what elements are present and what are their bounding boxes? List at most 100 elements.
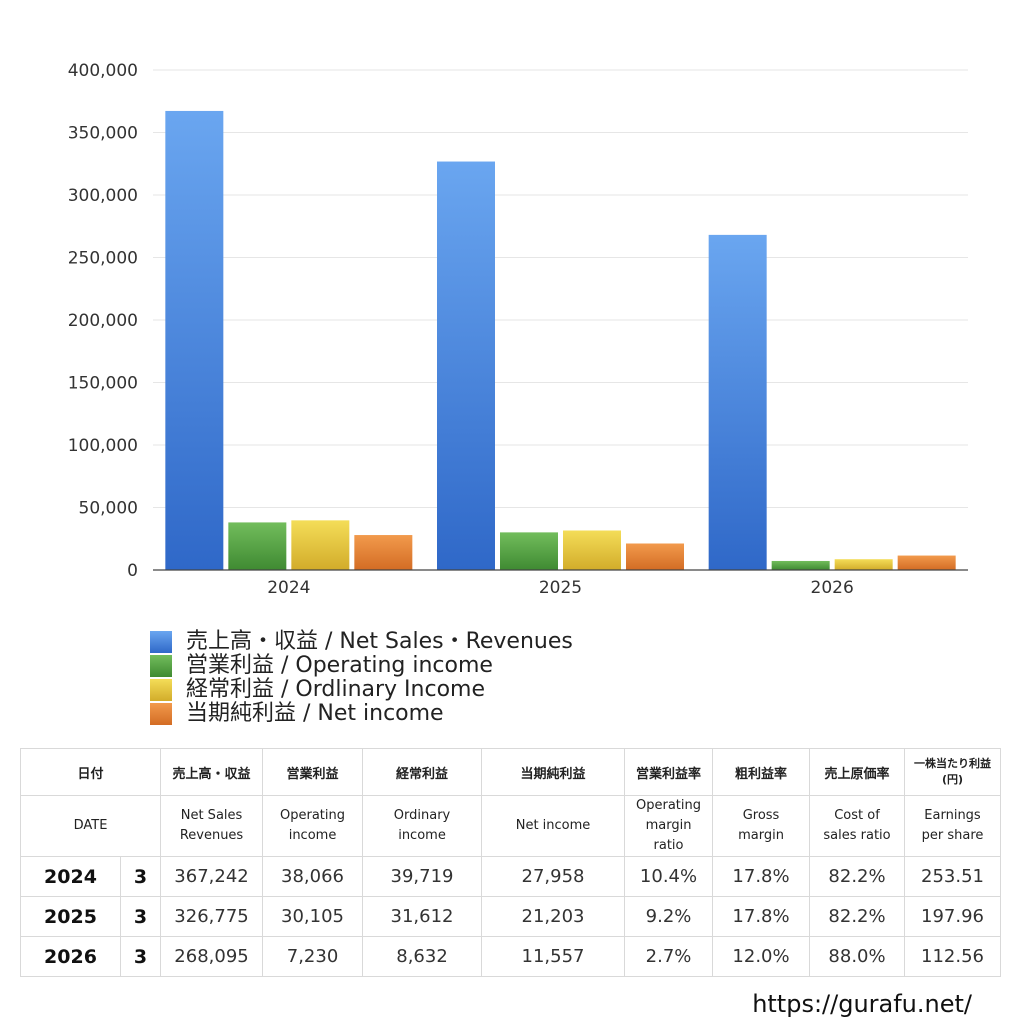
x-axis-ticks: 2024 2025 2026 bbox=[267, 578, 854, 598]
bar-net-sales-2024 bbox=[165, 110, 224, 570]
bar-net-income-2025 bbox=[626, 543, 684, 570]
bar-operating-income-2025 bbox=[500, 532, 558, 570]
row-year: 2026 bbox=[20, 936, 121, 977]
header-op-margin-en-2: margin bbox=[645, 818, 692, 833]
cell-gross: 17.8% bbox=[712, 896, 811, 937]
legend-label-net-income: 当期純利益 / Net income bbox=[186, 701, 444, 726]
legend-label-net-sales: 売上高・収益 / Net Sales・Revenues bbox=[186, 629, 573, 654]
legend-swatch-operating-income bbox=[150, 655, 172, 677]
y-tick-label: 250,000 bbox=[68, 249, 138, 269]
bar-operating-income-2024 bbox=[228, 522, 287, 570]
header-gross-en-1: Gross bbox=[742, 808, 780, 823]
header-eps-jp-line1: 一株当たり利益 bbox=[914, 757, 992, 770]
y-tick-label: 50,000 bbox=[79, 499, 138, 519]
cell-net: 27,958 bbox=[481, 856, 626, 897]
site-url[interactable]: https://gurafu.net/ bbox=[752, 990, 972, 1018]
y-axis-ticks: 0 50,000 100,000 150,000 200,000 250,000 300,0… bbox=[68, 61, 138, 581]
bar-net-sales-2026 bbox=[708, 234, 767, 570]
legend-item-net-income: 当期純利益 / Net income bbox=[150, 702, 573, 726]
bar-net-income-2024 bbox=[354, 535, 413, 570]
cell-sales: 367,242 bbox=[160, 856, 264, 897]
table-row: 2024 3 367,242 38,066 39,719 27,958 10.4… bbox=[20, 856, 1002, 897]
header-date-en: DATE bbox=[19, 795, 162, 857]
header-op-margin-en-1: Operating bbox=[636, 798, 702, 813]
cell-eps: 197.96 bbox=[904, 896, 1002, 937]
bar-net-sales-2025 bbox=[437, 161, 495, 570]
header-operating-en: Operating income bbox=[262, 795, 364, 857]
header-op-margin-en: Operating margin ratio bbox=[624, 795, 714, 857]
header-eps-jp-line2: (円) bbox=[941, 773, 964, 786]
row-month: 3 bbox=[119, 936, 162, 977]
cell-sales: 326,775 bbox=[160, 896, 264, 937]
cell-ordinary: 8,632 bbox=[362, 936, 483, 977]
header-operating-en-2: income bbox=[288, 828, 337, 843]
header-eps-jp: 一株当たり利益 (円) bbox=[904, 748, 1002, 796]
header-cost-ratio-en-1: Cost of bbox=[834, 808, 880, 823]
bar-operating-income-2026 bbox=[771, 560, 830, 570]
bar-ordinary-income-2025 bbox=[563, 530, 621, 570]
x-tick-label: 2024 bbox=[267, 578, 310, 598]
header-ordinary-en-2: income bbox=[398, 828, 446, 843]
cell-operating: 38,066 bbox=[262, 856, 364, 897]
bar-ordinary-income-2024 bbox=[291, 520, 350, 570]
header-sales-en-2: Revenues bbox=[179, 828, 244, 843]
header-cost-ratio-en: Cost of sales ratio bbox=[809, 795, 906, 857]
y-tick-label: 350,000 bbox=[68, 124, 138, 144]
gridlines bbox=[153, 69, 968, 508]
bar-chart: 0 50,000 100,000 150,000 200,000 250,000 300,0… bbox=[68, 61, 968, 598]
legend-swatch-net-sales bbox=[150, 631, 172, 653]
cell-op-margin: 10.4% bbox=[624, 856, 714, 897]
financial-table: 日付 売上高・収益 営業利益 経常利益 当期純利益 営業利益率 粗利益率 売上原… bbox=[19, 748, 1002, 977]
cell-net: 11,557 bbox=[481, 936, 626, 977]
legend-item-ordinary-income: 経常利益 / Ordlinary Income bbox=[150, 678, 573, 702]
header-operating-jp: 営業利益 bbox=[262, 748, 364, 796]
header-op-margin-en-3: ratio bbox=[653, 838, 684, 853]
cell-cost-ratio: 82.2% bbox=[809, 856, 906, 897]
y-tick-label: 0 bbox=[127, 561, 138, 581]
header-ordinary-jp: 経常利益 bbox=[362, 748, 483, 796]
header-op-margin-jp: 営業利益率 bbox=[624, 748, 714, 796]
row-year: 2024 bbox=[20, 856, 121, 897]
bar-net-income-2026 bbox=[897, 555, 956, 570]
header-gross-jp: 粗利益率 bbox=[712, 748, 811, 796]
row-month: 3 bbox=[119, 896, 162, 937]
cell-net: 21,203 bbox=[481, 896, 626, 937]
header-eps-en: Earnings per share bbox=[904, 795, 1002, 857]
header-cost-ratio-jp: 売上原価率 bbox=[809, 748, 906, 796]
legend-label-operating-income: 営業利益 / Operating income bbox=[186, 653, 493, 678]
header-eps-en-2: per share bbox=[921, 828, 984, 843]
cell-gross: 17.8% bbox=[712, 856, 811, 897]
cell-eps: 112.56 bbox=[904, 936, 1002, 977]
y-tick-label: 100,000 bbox=[68, 436, 138, 456]
y-tick-label: 200,000 bbox=[68, 311, 138, 331]
cell-cost-ratio: 88.0% bbox=[809, 936, 906, 977]
bars bbox=[165, 110, 956, 570]
header-gross-en-2: margin bbox=[738, 828, 784, 843]
cell-gross: 12.0% bbox=[712, 936, 811, 977]
header-ordinary-en-1: Ordinary bbox=[393, 808, 451, 823]
row-year: 2025 bbox=[20, 896, 121, 937]
legend-item-net-sales: 売上高・収益 / Net Sales・Revenues bbox=[150, 630, 573, 654]
header-operating-en-1: Operating bbox=[280, 808, 346, 823]
table-header-jp: 日付 売上高・収益 営業利益 経常利益 当期純利益 営業利益率 粗利益率 売上原… bbox=[19, 748, 1002, 796]
x-tick-label: 2026 bbox=[811, 578, 854, 598]
cell-op-margin: 9.2% bbox=[624, 896, 714, 937]
cell-cost-ratio: 82.2% bbox=[809, 896, 906, 937]
cell-op-margin: 2.7% bbox=[624, 936, 714, 977]
y-tick-label: 400,000 bbox=[68, 61, 138, 81]
header-date-jp: 日付 bbox=[19, 748, 162, 796]
y-tick-label: 150,000 bbox=[68, 374, 138, 394]
cell-sales: 268,095 bbox=[160, 936, 264, 977]
cell-ordinary: 31,612 bbox=[362, 896, 483, 937]
header-gross-en: Gross margin bbox=[712, 795, 811, 857]
legend: 売上高・収益 / Net Sales・Revenues 営業利益 / Opera… bbox=[150, 630, 573, 726]
row-month: 3 bbox=[119, 856, 162, 897]
header-net-en: Net income bbox=[481, 795, 626, 857]
cell-ordinary: 39,719 bbox=[362, 856, 483, 897]
header-sales-jp: 売上高・収益 bbox=[160, 748, 264, 796]
y-tick-label: 300,000 bbox=[68, 186, 138, 206]
header-net-jp: 当期純利益 bbox=[481, 748, 626, 796]
bar-ordinary-income-2026 bbox=[834, 559, 893, 570]
header-cost-ratio-en-2: sales ratio bbox=[823, 828, 891, 843]
cell-operating: 7,230 bbox=[262, 936, 364, 977]
